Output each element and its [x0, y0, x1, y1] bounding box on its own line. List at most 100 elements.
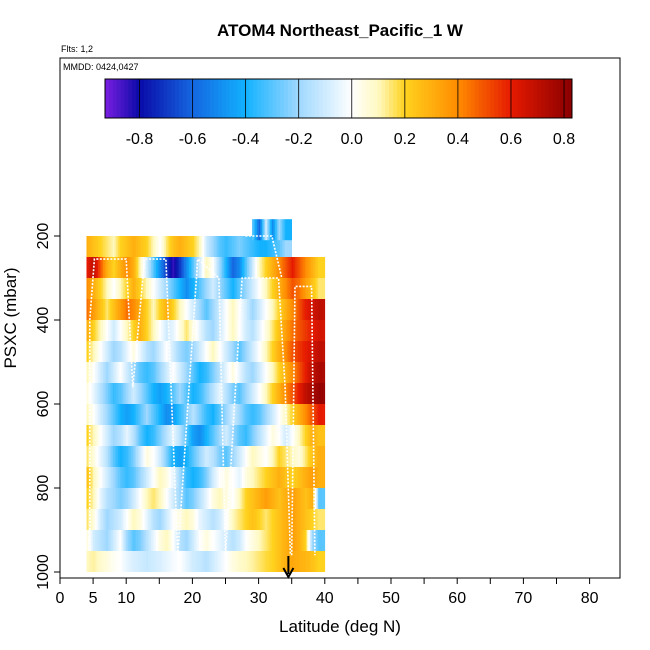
heatmap-cell — [248, 488, 251, 509]
heatmap-cell — [280, 299, 283, 320]
heatmap-cell — [212, 488, 215, 509]
colorbar-swatch — [159, 79, 164, 118]
heatmap-cell — [248, 530, 251, 551]
heatmap-cell — [208, 509, 211, 530]
heatmap-cell — [131, 488, 134, 509]
heatmap-cell — [180, 446, 183, 467]
heatmap-cell — [316, 404, 319, 425]
heatmap-cell — [159, 278, 162, 299]
heatmap-cell — [207, 341, 210, 362]
heatmap-cell — [101, 509, 104, 530]
heatmap-cell — [137, 362, 140, 383]
heatmap-cell — [132, 530, 135, 551]
heatmap-cell — [151, 509, 153, 530]
heatmap-cell — [146, 425, 149, 446]
heatmap-cell — [286, 257, 289, 278]
heatmap-cell — [142, 509, 145, 530]
heatmap-cell — [93, 236, 96, 257]
heatmap-cell — [119, 404, 122, 425]
heatmap-cell — [167, 362, 170, 383]
heatmap-cell — [238, 530, 241, 551]
heatmap-cell — [205, 278, 208, 299]
heatmap-cell — [142, 446, 145, 467]
heatmap-cell — [111, 341, 114, 362]
heatmap-cell — [263, 236, 266, 257]
heatmap-cell — [151, 404, 153, 425]
heatmap-cell — [195, 236, 198, 257]
heatmap-cell — [290, 425, 293, 446]
heatmap-cell — [167, 404, 170, 425]
heatmap-cell — [179, 257, 182, 278]
heatmap-cell — [318, 509, 321, 530]
heatmap-cell — [319, 404, 322, 425]
heatmap-cell — [172, 467, 175, 488]
heatmap-cell — [119, 551, 122, 572]
heatmap-cell — [256, 278, 259, 299]
heatmap-cell — [139, 488, 142, 509]
heatmap-cell — [238, 404, 241, 425]
heatmap-cell — [167, 383, 170, 404]
colorbar-swatch — [501, 79, 507, 118]
heatmap-cell — [144, 320, 147, 341]
heatmap-cell — [134, 404, 137, 425]
heatmap-cell — [265, 299, 268, 320]
heatmap-cell — [165, 530, 168, 551]
heatmap-cell — [240, 320, 243, 341]
heatmap-cell — [147, 299, 150, 320]
heatmap-cell — [89, 425, 92, 446]
colorbar-swatch — [151, 79, 156, 118]
heatmap-cell — [261, 278, 264, 299]
heatmap-cell — [152, 383, 155, 404]
heatmap-cell — [276, 551, 279, 572]
heatmap-cell — [167, 341, 170, 362]
heatmap-cell — [275, 341, 278, 362]
heatmap-cell — [212, 446, 215, 467]
heatmap-cell — [281, 467, 284, 488]
heatmap-cell — [104, 404, 107, 425]
heatmap-cell — [91, 383, 94, 404]
heatmap-cell — [215, 467, 218, 488]
colorbar-swatch — [334, 79, 339, 118]
heatmap-cell — [215, 320, 218, 341]
heatmap-cell — [228, 383, 231, 404]
heatmap-cell — [218, 425, 221, 446]
heatmap-cell — [255, 509, 258, 530]
heatmap-cell — [129, 299, 132, 320]
heatmap-cell — [314, 446, 317, 467]
heatmap-cell — [88, 236, 91, 257]
heatmap-cell — [94, 467, 97, 488]
heatmap-cell — [296, 551, 299, 572]
heatmap-cell — [268, 488, 271, 509]
heatmap-cell — [208, 551, 211, 572]
heatmap-cell — [104, 488, 107, 509]
heatmap-cell — [112, 299, 115, 320]
heatmap-cell — [213, 236, 216, 257]
heatmap-cell — [157, 467, 160, 488]
flights-label: Flts: 1,2 — [61, 44, 93, 54]
heatmap-cell — [299, 362, 302, 383]
heatmap-cell — [159, 446, 162, 467]
heatmap-cell — [162, 551, 165, 572]
colorbar-swatch — [237, 79, 242, 118]
heatmap-cell — [323, 383, 326, 404]
heatmap-cell — [189, 320, 192, 341]
heatmap-cell — [265, 404, 268, 425]
heatmap-cell — [208, 446, 211, 467]
heatmap-cell — [160, 551, 163, 572]
colorbar-swatch — [260, 79, 265, 118]
heatmap-cell — [225, 236, 228, 257]
heatmap-cell — [116, 467, 119, 488]
heatmap-cell — [280, 509, 283, 530]
heatmap-cell — [293, 404, 296, 425]
heatmap-cell — [172, 362, 175, 383]
heatmap-cell — [306, 320, 309, 341]
heatmap-cell — [155, 446, 158, 467]
heatmap-cell — [228, 530, 231, 551]
heatmap-cell — [245, 551, 248, 572]
x-tick-label: 10 — [117, 590, 135, 607]
colorbar-swatch — [330, 79, 336, 118]
heatmap-cell — [273, 467, 276, 488]
heatmap-cell — [117, 383, 120, 404]
heatmap-cell — [119, 509, 122, 530]
heatmap-cell — [159, 425, 162, 446]
